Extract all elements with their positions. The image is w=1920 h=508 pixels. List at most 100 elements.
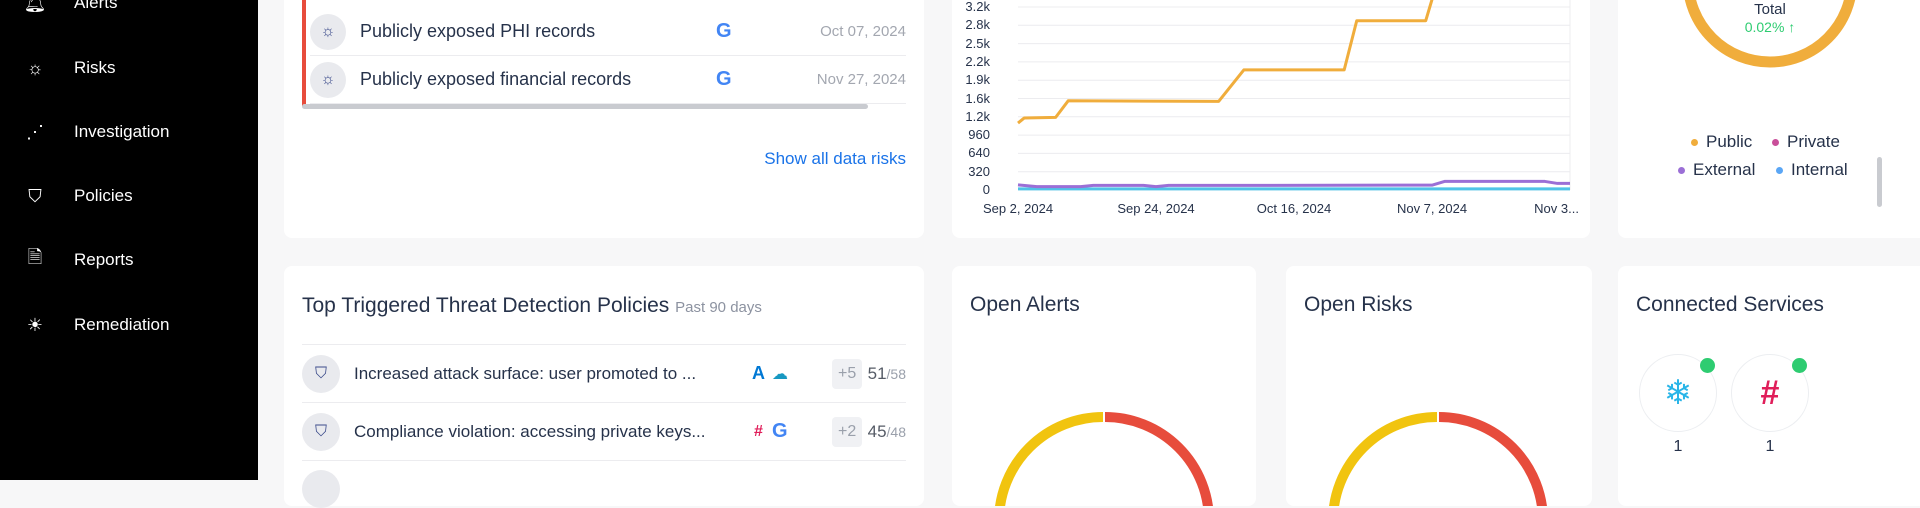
risks-card: ☼ Publicly exposed PHI records G Oct 07,… [284,0,924,238]
x-tick-label: Sep 2, 2024 [982,201,1054,216]
shield-icon: ⛉ [302,354,340,393]
sidebar-item-alerts[interactable]: 🔔︎ Alerts [0,0,258,23]
distribution-card: Total 0.02% ↑ Public Private External In… [1618,0,1920,238]
x-tick-label: Nov 7, 2024 [1396,201,1468,216]
x-tick-label: Oct 16, 2024 [1256,201,1332,216]
policy-row[interactable]: ⛉ Increased attack surface: user promote… [302,345,906,403]
risk-row[interactable]: ☼ Publicly exposed PHI records G Oct 07,… [310,8,906,56]
donut-segment-high [1104,412,1213,506]
shield-icon: ⛉ [28,185,42,206]
donut-segment-medium [1329,412,1438,506]
policies-subtitle: Past 90 days [675,299,762,316]
slack-service[interactable]: # [1731,354,1809,432]
open-alerts-donut [995,412,1213,506]
policies-title: Top Triggered Threat Detection Policies … [302,294,762,317]
legend-scrollbar[interactable] [1877,157,1882,207]
policy-count: 51/58 [867,363,906,383]
open-risks-donut [1329,412,1547,506]
more-services-badge[interactable]: +5 [832,358,863,389]
more-services-badge[interactable]: +2 [832,416,863,447]
total-label: Total [1754,1,1786,18]
connected-services-title: Connected Services [1636,293,1824,316]
sidebar-item-label: Investigation [74,122,170,141]
graph-icon: ⋰ [26,121,44,142]
y-tick-label: 1.6k [965,90,990,106]
policy-label: Increased attack surface: user promoted … [354,363,697,383]
trend-chart-card [952,0,1590,238]
status-dot [1792,358,1807,373]
y-tick-label: 960 [968,127,990,143]
google-icon: G [716,68,732,90]
legend-public[interactable]: Public [1691,132,1752,152]
slack-icon: # [754,422,763,440]
report-icon: 🗎︎ [27,247,43,267]
sidebar-item-label: Remediation [74,315,170,334]
sidebar-item-label: Policies [74,186,133,205]
slack-icon: # [1760,373,1780,412]
policy-label: Compliance violation: accessing private … [354,421,706,441]
series-line-public [1017,0,1434,125]
azure-icon: A [752,363,765,383]
y-tick-label: 2.8k [965,17,990,33]
risk-accent-bar [302,0,306,106]
google-icon: G [772,420,788,442]
series-line-external [1017,179,1570,189]
sidebar-item-label: Reports [74,250,134,269]
legend-external[interactable]: External [1678,160,1755,180]
y-tick-label: 2.2k [965,53,990,69]
show-all-data-risks-link[interactable]: Show all data risks [764,149,906,168]
sun-icon: ☀︎ [26,314,44,335]
trend-chart [1017,0,1571,191]
y-tick-label: 1.2k [965,108,990,124]
risk-date: Nov 27, 2024 [816,71,906,88]
bell-icon: 🔔︎ [23,0,47,13]
legend-internal[interactable]: Internal [1776,160,1848,180]
sidebar-item-reports[interactable]: 🗎︎ Reports [0,240,258,280]
snowflake-service[interactable]: ❄ [1639,354,1717,432]
risk-label: Publicly exposed financial records [360,69,632,89]
snowflake-icon: ❄ [1663,374,1693,412]
salesforce-icon: ☁ [772,365,788,383]
sidebar-item-label: Alerts [74,0,118,12]
distribution-donut [1684,0,1856,68]
x-tick-label: Nov 3... [1534,201,1579,216]
open-alerts-title: Open Alerts [970,293,1080,316]
y-tick-label: 1.9k [965,72,990,88]
total-change: 0.02% ↑ [1744,19,1796,35]
legend-private[interactable]: Private [1772,132,1840,152]
sidebar: 🔔︎ Alerts ☼ Risks ⋰ Investigation ⛉ Policies… [0,0,258,480]
donut-segment-high [1438,412,1547,506]
donut-segment-medium [995,412,1104,506]
policy-count: 45/48 [867,421,906,441]
risk-date: Oct 07, 2024 [820,23,906,40]
risk-row[interactable]: ☼ Publicly exposed financial records G N… [310,56,906,104]
open-risks-title: Open Risks [1304,293,1413,316]
open-alerts-card: Open Alerts [952,266,1256,506]
status-dot [1700,358,1715,373]
service-count: 1 [1765,438,1775,455]
sidebar-item-remediation[interactable]: ☀︎ Remediation [0,305,258,345]
lightbulb-icon: ☼ [310,61,346,98]
shield-icon: ⛉ [302,412,340,451]
y-tick-label: 3.2k [965,0,990,14]
service-count: 1 [1673,438,1683,455]
sidebar-item-label: Risks [74,58,116,77]
open-risks-card: Open Risks [1286,266,1592,506]
sidebar-item-investigation[interactable]: ⋰ Investigation [0,112,258,152]
y-tick-label: 0 [982,182,990,197]
policies-card: Top Triggered Threat Detection Policies … [284,266,924,508]
lightbulb-icon: ☼ [26,57,44,78]
y-tick-label: 2.5k [965,35,990,51]
sidebar-item-policies[interactable]: ⛉ Policies [0,176,258,216]
connected-services-card: Connected Services ❄ 1 # 1 [1618,266,1920,506]
y-tick-label: 320 [968,163,990,179]
lightbulb-icon: ☼ [310,13,346,50]
divider [302,344,906,345]
x-tick-label: Sep 24, 2024 [1117,201,1195,216]
y-tick-label: 640 [968,145,990,161]
risk-label: Publicly exposed PHI records [360,21,596,41]
horizontal-scrollbar[interactable] [302,104,868,109]
shield-icon [302,470,340,508]
sidebar-item-risks[interactable]: ☼ Risks [0,48,258,88]
policy-row[interactable]: ⛉ Compliance violation: accessing privat… [302,403,906,461]
